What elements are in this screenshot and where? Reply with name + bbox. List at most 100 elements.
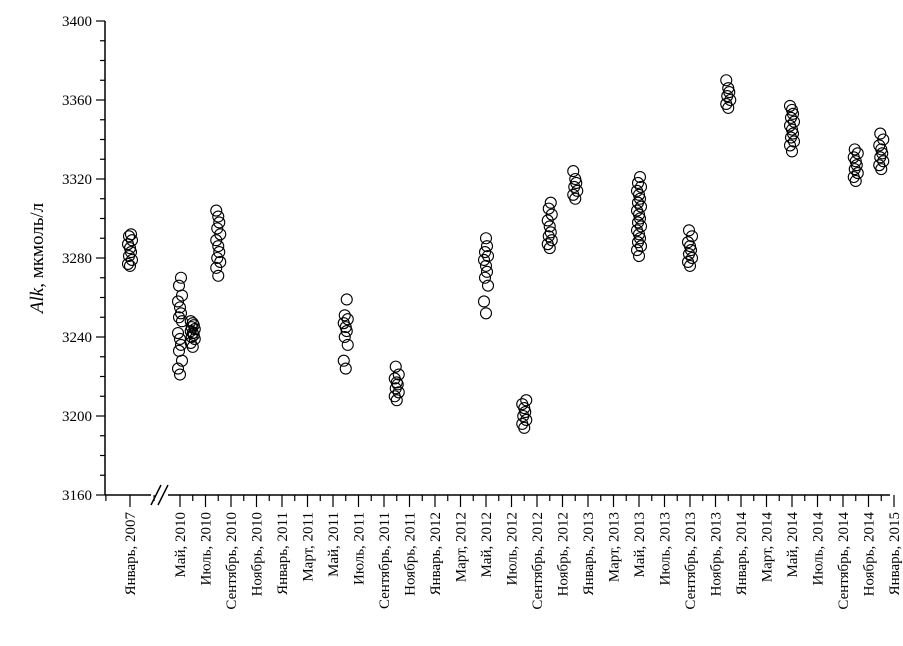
- data-point: [125, 253, 139, 267]
- x-tick-label: Январь, 2013: [581, 512, 597, 595]
- data-point: [634, 220, 648, 233]
- data-point: [481, 279, 495, 292]
- data-point: [545, 208, 558, 221]
- data-point: [173, 368, 187, 381]
- y-tick-label: 3280: [62, 251, 92, 267]
- y-tick-label: 3240: [62, 330, 92, 346]
- data-point: [171, 295, 185, 308]
- data-point: [541, 238, 554, 251]
- x-tick-label: Май, 2012: [479, 512, 495, 578]
- data-point: [631, 176, 645, 189]
- data-point: [632, 249, 646, 263]
- data-point: [338, 309, 351, 322]
- x-tick-label: Ноябрь, 2013: [709, 512, 725, 596]
- data-point: [479, 259, 493, 272]
- data-point: [171, 362, 185, 375]
- data-point: [172, 279, 186, 292]
- data-point: [720, 74, 733, 87]
- data-point: [877, 133, 890, 146]
- axis-break-mark: [150, 484, 162, 506]
- data-point: [630, 204, 644, 217]
- data-point: [630, 224, 644, 237]
- data-point: [123, 259, 137, 272]
- data-point: [212, 240, 225, 253]
- x-tick-label: Март, 2013: [607, 512, 623, 582]
- data-point: [125, 234, 139, 247]
- x-tick-label: Январь, 2014: [734, 512, 750, 596]
- data-point: [477, 253, 491, 267]
- data-point: [174, 271, 188, 284]
- data-point: [211, 222, 224, 235]
- data-point: [173, 301, 187, 314]
- x-tick-label: Ноябрь, 2010: [250, 512, 266, 596]
- x-tick-label: Сентябрь, 2011: [377, 512, 393, 609]
- y-tick-label: 3200: [62, 409, 92, 425]
- data-point: [783, 119, 797, 132]
- data-point: [720, 97, 733, 110]
- data-point: [685, 251, 699, 265]
- data-point: [567, 165, 580, 178]
- data-point: [633, 170, 647, 184]
- data-point: [545, 234, 558, 247]
- data-point: [338, 330, 351, 344]
- x-tick-label: Ноябрь, 2011: [403, 512, 419, 596]
- x-tick-label: Май, 2013: [632, 512, 648, 578]
- data-point: [187, 328, 200, 342]
- data-point: [520, 413, 533, 427]
- data-point: [173, 332, 187, 346]
- data-point: [723, 86, 736, 99]
- x-tick-label: Март, 2011: [301, 512, 317, 582]
- x-tick-label: Ноябрь, 2012: [556, 512, 572, 596]
- svg-text:Alk, мкмоль/л: Alk, мкмоль/л: [27, 202, 48, 315]
- x-tick-label: Май, 2014: [785, 512, 801, 578]
- data-point: [213, 246, 226, 259]
- x-tick-label: Март, 2012: [454, 512, 470, 582]
- data-point: [171, 326, 185, 340]
- data-point: [681, 255, 695, 269]
- x-tick-label: Январь, 2012: [428, 512, 444, 595]
- data-point: [214, 228, 227, 241]
- data-point: [187, 319, 200, 332]
- data-point: [630, 184, 644, 197]
- data-point: [634, 180, 648, 193]
- data-point: [174, 338, 188, 351]
- data-point: [388, 372, 401, 385]
- data-point: [851, 147, 864, 160]
- data-point: [569, 172, 582, 186]
- data-point: [685, 230, 699, 243]
- data-point: [186, 317, 199, 330]
- y-axis-unit: , мкмоль/л: [27, 202, 48, 287]
- data-point: [212, 210, 225, 223]
- data-point: [567, 188, 580, 201]
- data-point: [340, 293, 353, 306]
- data-point: [480, 240, 494, 253]
- y-tick-label: 3160: [62, 488, 92, 504]
- data-point: [213, 216, 226, 229]
- data-point: [848, 143, 861, 156]
- data-point: [785, 145, 799, 158]
- data-point: [681, 236, 695, 249]
- x-tick-label: Сентябрь, 2013: [683, 512, 699, 610]
- data-point: [847, 151, 860, 164]
- y-tick-label: 3400: [62, 14, 92, 30]
- x-tick-label: Июль, 2013: [658, 512, 674, 586]
- data-point: [388, 390, 401, 403]
- data-point: [722, 82, 735, 95]
- axis-break-mark: [157, 484, 169, 506]
- data-point: [339, 362, 352, 375]
- data-point: [210, 261, 223, 274]
- data-point: [630, 244, 644, 257]
- x-tick-label: Январь, 2015: [887, 512, 903, 595]
- data-point: [682, 224, 696, 237]
- y-tick-label: 3320: [62, 172, 92, 188]
- data-point: [172, 344, 186, 357]
- data-point: [214, 255, 227, 269]
- data-point: [873, 139, 886, 152]
- data-point: [847, 170, 860, 184]
- data-point: [174, 307, 188, 320]
- data-point: [544, 196, 557, 209]
- x-tick-label: Ноябрь, 2014: [862, 512, 878, 597]
- x-tick-label: Июль, 2011: [352, 512, 368, 585]
- data-point: [479, 232, 493, 245]
